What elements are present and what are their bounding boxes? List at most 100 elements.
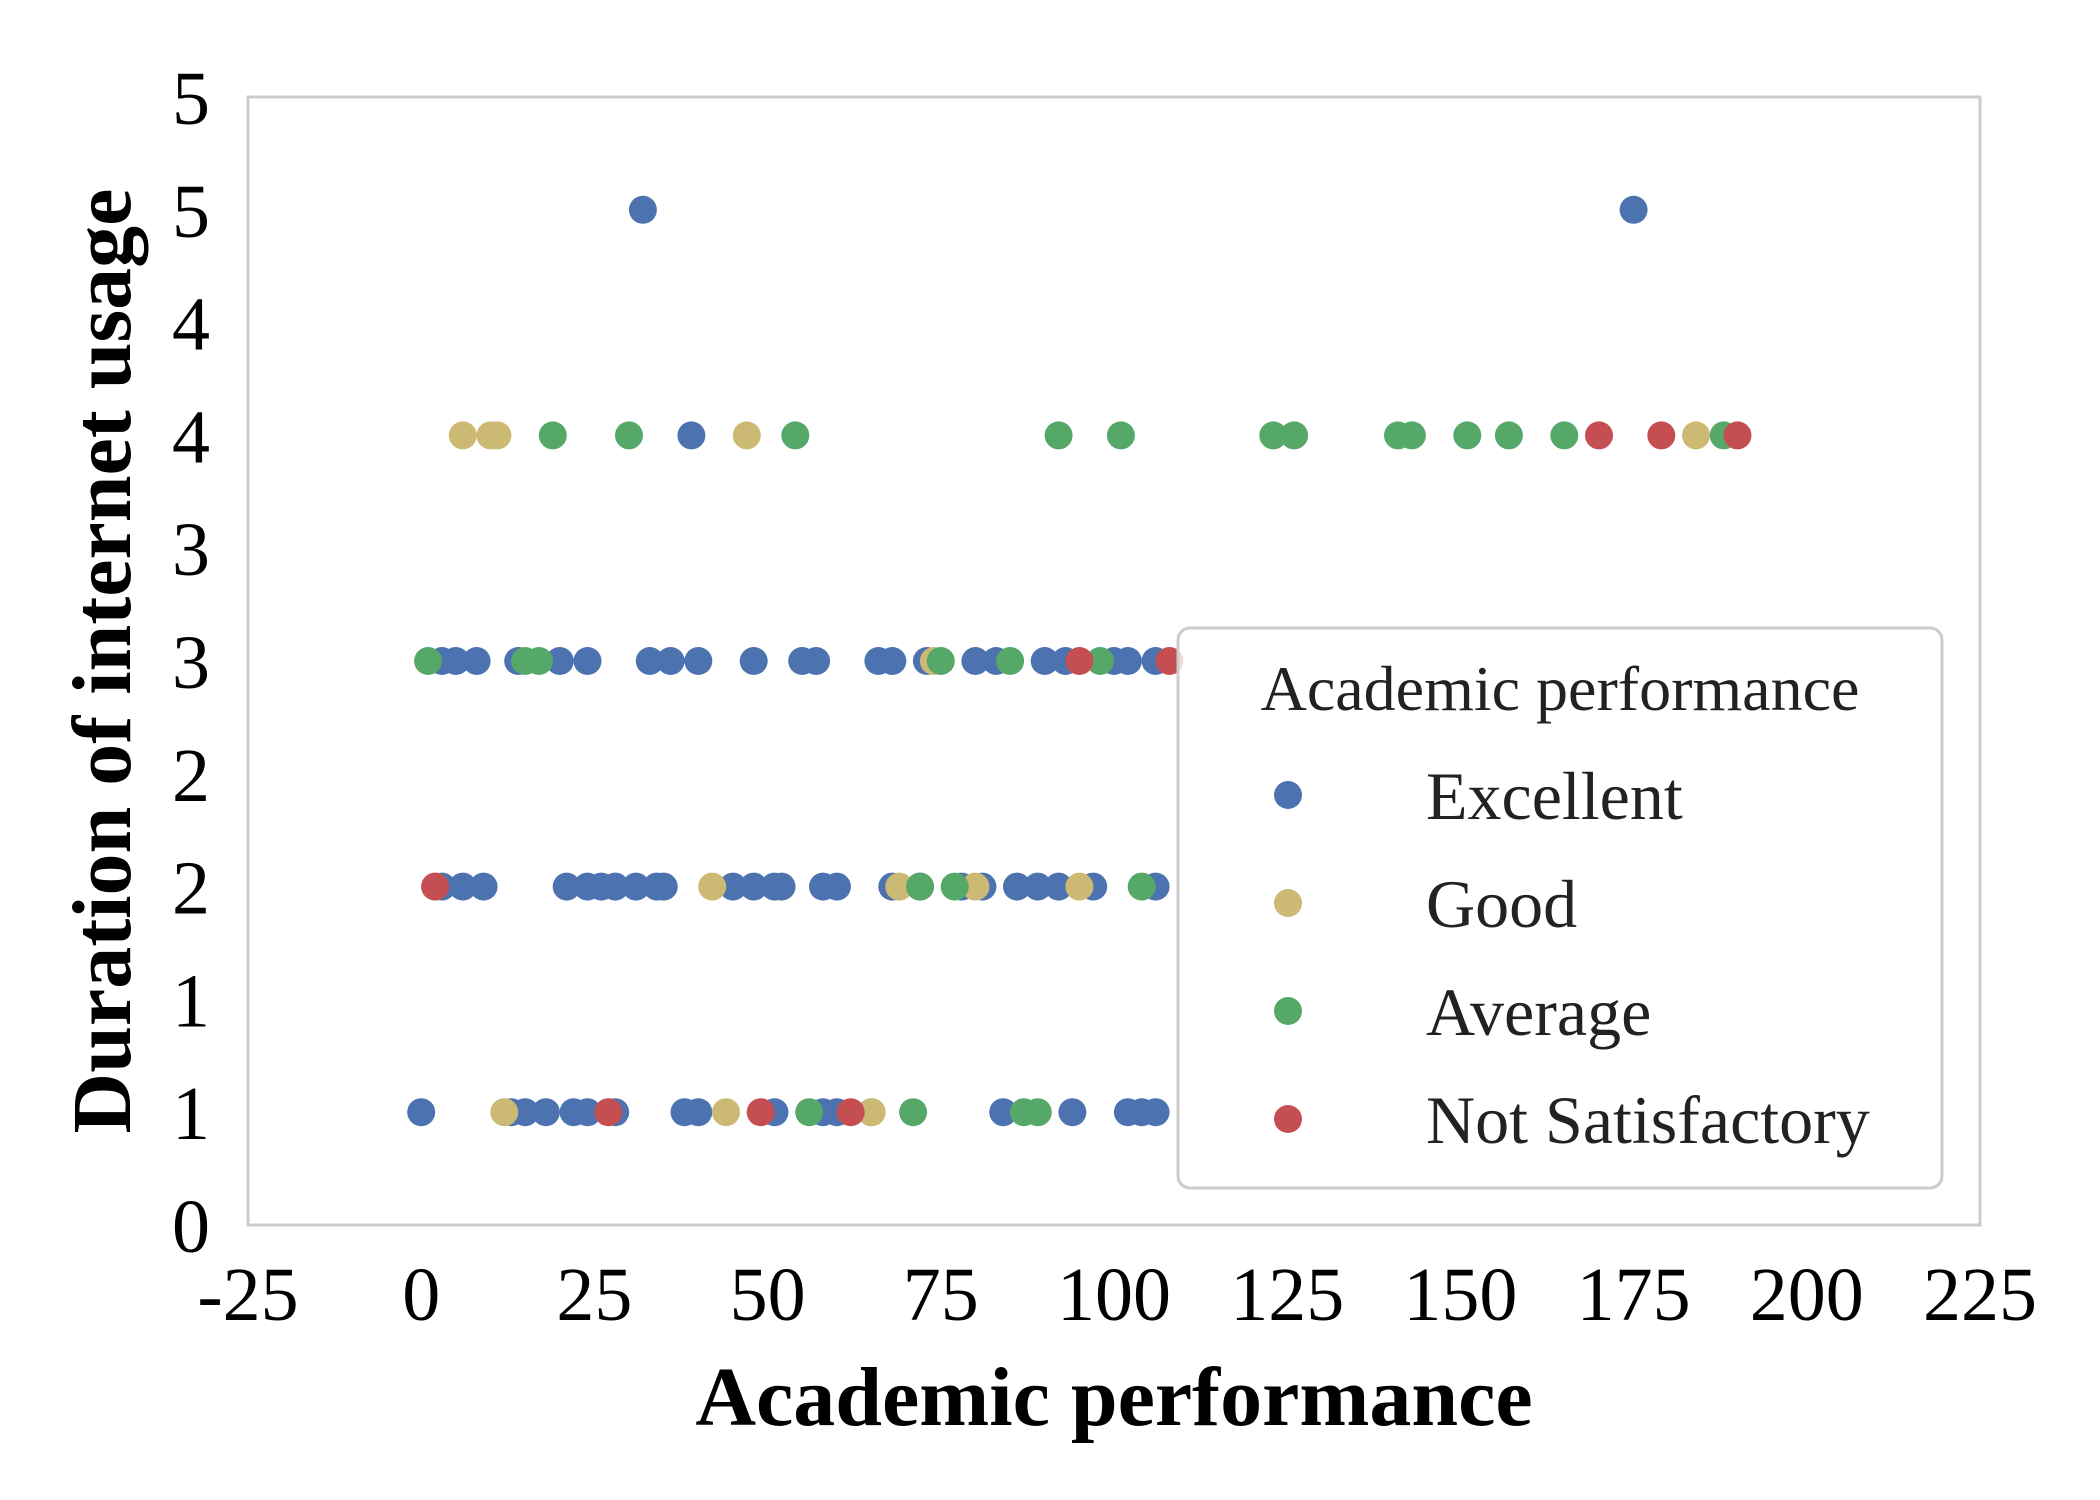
point-excellent-65	[677, 421, 706, 450]
point-good-4	[885, 872, 914, 901]
x-tick-label: 125	[1230, 1253, 1344, 1337]
point-excellent-49	[635, 647, 664, 675]
x-tick-label: 175	[1577, 1253, 1691, 1337]
y-tick-labels: 0 1 1 2 2 3 3 4 4 5 5	[172, 57, 210, 1269]
point-excellent-14	[1058, 1098, 1087, 1127]
point-good-11	[732, 421, 761, 450]
point-not-satisfactory-2	[836, 1098, 865, 1127]
point-excellent-47	[545, 647, 574, 675]
point-good-8	[448, 421, 477, 450]
point-good-1	[712, 1098, 740, 1127]
point-average-17	[1106, 421, 1135, 450]
legend-label-not-satisfactory: Not Satisfactory	[1426, 1082, 1870, 1158]
y-tick-label: 4	[172, 283, 210, 367]
point-excellent-40	[1044, 872, 1073, 901]
point-excellent-28	[719, 872, 747, 901]
point-average-13	[538, 421, 567, 450]
point-average-1	[899, 1098, 928, 1127]
point-not-satisfactory-0	[594, 1098, 623, 1127]
y-tick-label: 3	[172, 621, 210, 705]
point-excellent-56	[878, 647, 907, 675]
point-excellent-2	[511, 1098, 540, 1127]
point-average-19	[1280, 421, 1309, 450]
point-excellent-8	[684, 1098, 713, 1127]
point-average-9	[525, 647, 553, 675]
legend-marker-excellent	[1274, 781, 1302, 809]
point-not-satisfactory-7	[1647, 421, 1676, 450]
point-good-5	[961, 872, 990, 901]
point-excellent-27	[649, 872, 678, 901]
legend-items: Excellent Good Average Not Satisfactory	[1274, 758, 1870, 1158]
point-good-3	[698, 872, 727, 901]
point-not-satisfactory-1	[746, 1098, 775, 1127]
y-tick-label: 3	[172, 508, 210, 592]
point-excellent-3	[531, 1098, 560, 1127]
point-average-0	[795, 1098, 824, 1127]
point-excellent-38	[1003, 872, 1031, 901]
point-excellent-39	[1023, 872, 1052, 901]
point-excellent-67	[1619, 195, 1648, 224]
x-axis-title: Academic performance	[695, 1351, 1532, 1444]
point-excellent-31	[767, 872, 796, 901]
x-tick-label: 25	[556, 1253, 632, 1337]
point-excellent-33	[822, 872, 851, 901]
point-average-6	[1127, 872, 1156, 901]
point-excellent-25	[622, 872, 650, 901]
point-excellent-13	[989, 1098, 1018, 1127]
points-layer	[407, 195, 1752, 1127]
y-tick-label: 5	[172, 170, 210, 254]
x-tick-label: 75	[903, 1253, 979, 1337]
legend-label-average: Average	[1426, 974, 1651, 1050]
x-tick-label: 225	[1923, 1253, 2037, 1337]
point-not-satisfactory-3	[421, 872, 450, 901]
point-excellent-54	[802, 647, 831, 675]
point-excellent-20	[469, 872, 498, 901]
point-good-12	[1682, 421, 1710, 450]
y-axis-title: Duration of internet usage	[56, 189, 149, 1134]
point-not-satisfactory-4	[1065, 647, 1094, 675]
point-average-21	[1397, 421, 1426, 450]
point-not-satisfactory-8	[1723, 421, 1752, 450]
point-average-11	[996, 647, 1025, 675]
legend-marker-good	[1274, 889, 1302, 917]
point-good-10	[483, 421, 512, 450]
point-average-12	[1086, 647, 1115, 675]
y-tick-label: 5	[172, 57, 210, 141]
x-tick-label: 200	[1750, 1253, 1864, 1337]
point-excellent-51	[684, 647, 713, 675]
y-tick-label: 2	[172, 847, 210, 931]
point-average-10	[926, 647, 955, 675]
point-average-22	[1453, 421, 1482, 450]
point-excellent-63	[1113, 647, 1142, 675]
point-excellent-60	[1030, 647, 1059, 675]
point-average-4	[906, 872, 934, 901]
legend: Academic performance Excellent Good Averag…	[1176, 626, 1944, 1190]
x-tick-labels: -25 0 25 50 75 100 125 150 175 200 225	[197, 1253, 2037, 1337]
legend-box	[1176, 626, 1944, 1190]
point-average-18	[1259, 421, 1288, 450]
point-excellent-66	[628, 195, 657, 224]
point-good-6	[1065, 872, 1094, 901]
x-tick-label: 0	[402, 1253, 440, 1337]
point-excellent-48	[573, 647, 602, 675]
point-excellent-50	[656, 647, 685, 675]
legend-marker-average	[1274, 997, 1302, 1025]
y-tick-label: 4	[172, 395, 210, 479]
point-excellent-21	[552, 872, 581, 901]
point-not-satisfactory-6	[1585, 421, 1613, 450]
legend-marker-not-satisfactory	[1274, 1105, 1302, 1133]
point-excellent-0	[407, 1098, 436, 1127]
point-excellent-45	[462, 647, 491, 675]
point-average-15	[781, 421, 810, 450]
y-tick-label: 1	[172, 959, 210, 1043]
point-excellent-19	[448, 872, 477, 901]
point-not-satisfactory-5	[1155, 647, 1184, 675]
point-excellent-29	[739, 872, 768, 901]
point-excellent-24	[601, 872, 630, 901]
point-average-5	[940, 872, 969, 901]
point-excellent-58	[961, 647, 990, 675]
point-good-0	[490, 1098, 519, 1127]
y-tick-label: 0	[172, 1185, 210, 1269]
point-excellent-44	[441, 647, 470, 675]
